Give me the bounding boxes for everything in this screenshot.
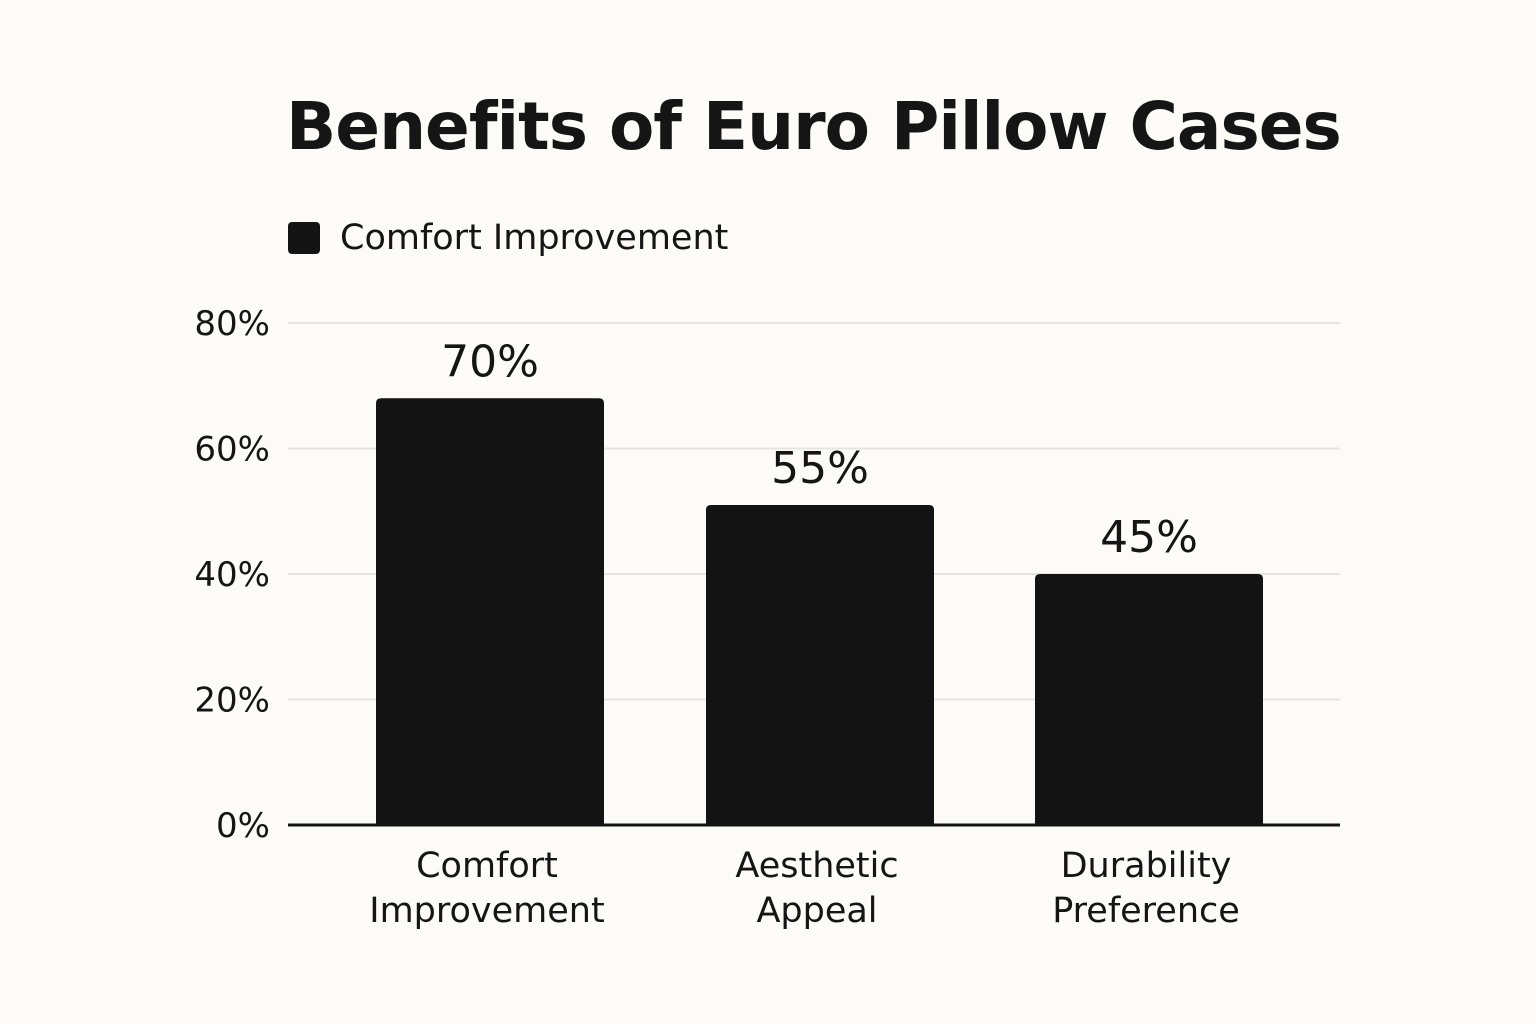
y-tick-label: 40% — [194, 555, 270, 595]
bar — [376, 398, 604, 825]
x-tick-label: Aesthetic — [735, 846, 898, 886]
x-tick-label: Comfort — [416, 846, 558, 886]
bar-value-label: 70% — [441, 336, 539, 387]
chart-title: Benefits of Euro Pillow Cases — [286, 88, 1342, 165]
x-tick-label: Appeal — [756, 891, 877, 931]
bar-value-label: 45% — [1100, 512, 1198, 563]
bar — [1035, 574, 1263, 825]
legend-label: Comfort Improvement — [340, 218, 729, 258]
legend: Comfort Improvement — [288, 218, 728, 258]
y-tick-label: 0% — [216, 806, 270, 846]
y-tick-label: 80% — [194, 304, 270, 344]
y-tick-label: 60% — [194, 430, 270, 470]
x-tick-label: Durability — [1061, 846, 1232, 886]
bar — [706, 504, 934, 825]
x-tick-label: Improvement — [369, 891, 604, 931]
x-tick-label: Preference — [1052, 891, 1240, 931]
y-tick-label: 20% — [194, 681, 270, 721]
legend-swatch — [288, 222, 320, 254]
bar-value-label: 55% — [771, 443, 869, 494]
